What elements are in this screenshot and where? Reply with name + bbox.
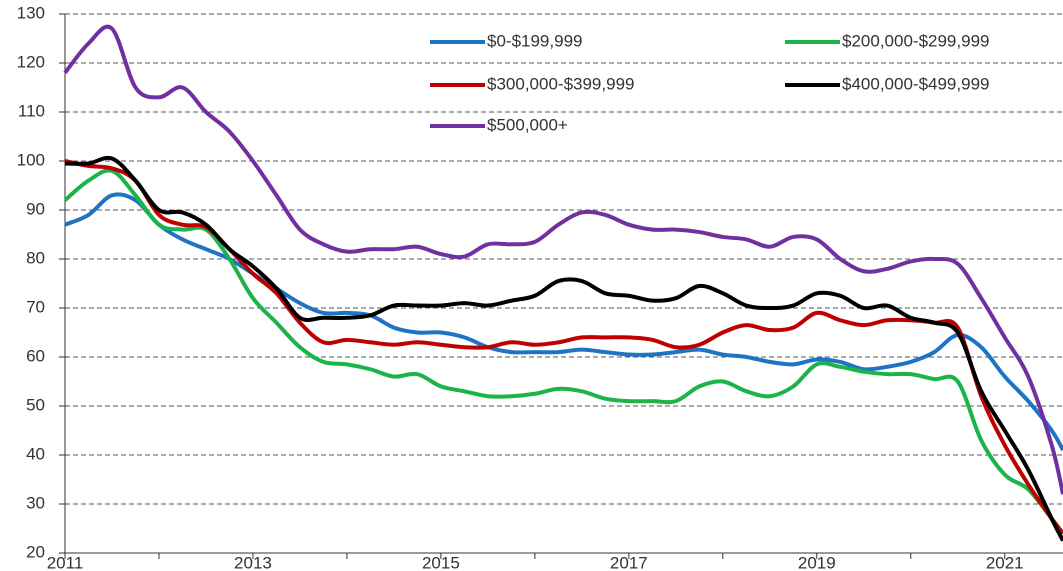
- x-tick-label: 2021: [986, 553, 1024, 571]
- series-line: [64, 159, 1063, 535]
- series-line: [64, 155, 1063, 542]
- x-tick-label: 2011: [47, 553, 84, 571]
- legend-label: $300,000-$399,999: [487, 74, 634, 93]
- legend-label: $0-$199,999: [487, 31, 582, 50]
- legend-label: $200,000-$299,999: [842, 31, 989, 50]
- series-line: [63, 168, 1063, 535]
- y-tick-label: 130: [17, 3, 45, 22]
- legend-label: $500,000+: [487, 115, 568, 134]
- x-tick-label: 2017: [610, 553, 648, 571]
- y-tick-label: 40: [26, 444, 45, 463]
- y-tick-label: 110: [18, 101, 45, 120]
- series-line: [63, 24, 1063, 495]
- y-tick-label: 20: [26, 542, 45, 561]
- y-tick-label: 30: [26, 493, 45, 512]
- y-tick-label: 120: [17, 52, 45, 71]
- x-tick-label: 2013: [234, 553, 272, 571]
- x-tick-label: 2019: [798, 553, 836, 571]
- y-tick-label: 100: [17, 150, 45, 169]
- y-tick-label: 70: [26, 297, 45, 316]
- legend-label: $400,000-$499,999: [842, 74, 989, 93]
- y-tick-label: 50: [26, 395, 45, 414]
- y-tick-label: 80: [26, 248, 45, 267]
- x-tick-label: 2015: [422, 553, 460, 571]
- y-tick-label: 90: [26, 199, 45, 218]
- y-tick-label: 60: [26, 346, 45, 365]
